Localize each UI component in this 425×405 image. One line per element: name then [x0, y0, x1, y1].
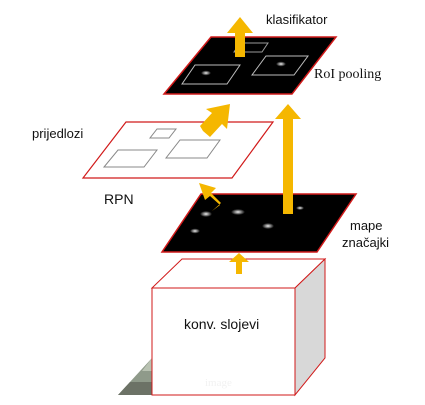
feature-map-plane [160, 193, 358, 253]
feature-maps-label-line1: mape [350, 218, 383, 233]
classifier-label: klasifikator [266, 12, 328, 27]
conv-layers-label: konv. slojevi [184, 316, 260, 332]
arrow-to-classifier [227, 17, 253, 57]
proposals-plane [81, 121, 275, 179]
arrow-features-to-rpn [199, 183, 221, 211]
arrow-proposals-to-roi [200, 104, 230, 137]
proposals-label: prijedlozi [32, 126, 84, 141]
arrow-conv-to-features [229, 253, 249, 274]
image-label: image [205, 377, 232, 389]
roi-pooling-plane [162, 36, 338, 95]
rpn-label: RPN [104, 191, 134, 207]
feature-maps-label-line2: značajki [342, 235, 389, 250]
arrow-features-to-roi [275, 104, 301, 214]
roi-pooling-label: RoI pooling [314, 67, 382, 82]
